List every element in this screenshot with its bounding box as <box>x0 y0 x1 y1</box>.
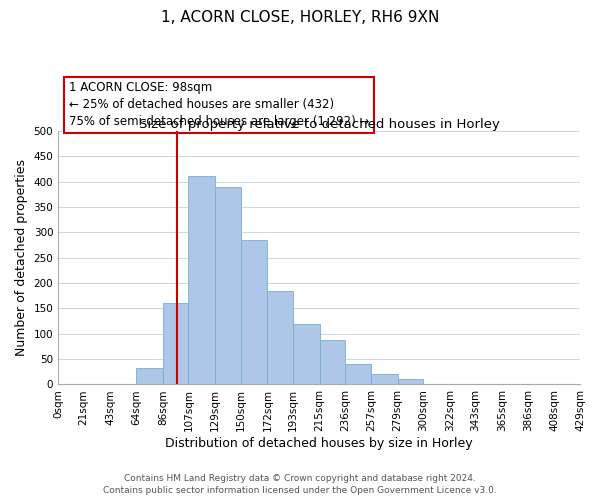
Y-axis label: Number of detached properties: Number of detached properties <box>15 159 28 356</box>
Text: 1 ACORN CLOSE: 98sqm
← 25% of detached houses are smaller (432)
75% of semi-deta: 1 ACORN CLOSE: 98sqm ← 25% of detached h… <box>68 82 369 128</box>
X-axis label: Distribution of detached houses by size in Horley: Distribution of detached houses by size … <box>165 437 473 450</box>
Bar <box>268 290 293 384</box>
Bar <box>163 304 188 384</box>
Bar <box>345 364 371 384</box>
Title: Size of property relative to detached houses in Horley: Size of property relative to detached ho… <box>139 118 500 131</box>
Bar <box>241 240 268 384</box>
Bar <box>136 368 163 384</box>
Bar <box>371 374 398 384</box>
Bar <box>215 186 241 384</box>
Bar <box>293 324 320 384</box>
Bar <box>188 176 215 384</box>
Bar <box>320 340 345 384</box>
Bar <box>398 379 423 384</box>
Text: 1, ACORN CLOSE, HORLEY, RH6 9XN: 1, ACORN CLOSE, HORLEY, RH6 9XN <box>161 10 439 25</box>
Text: Contains HM Land Registry data © Crown copyright and database right 2024.
Contai: Contains HM Land Registry data © Crown c… <box>103 474 497 495</box>
